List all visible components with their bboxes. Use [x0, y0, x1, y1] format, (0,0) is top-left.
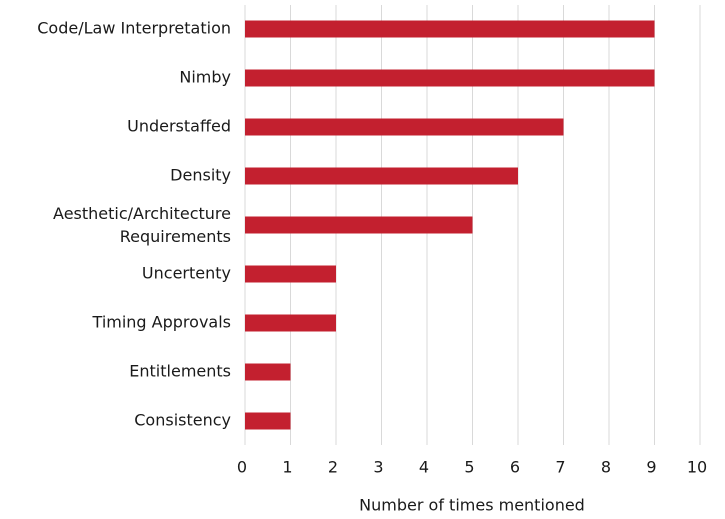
bar — [245, 363, 291, 381]
x-axis-label: Number of times mentioned — [359, 496, 585, 515]
x-tick-label: 8 — [601, 458, 611, 477]
y-tick-label: Understaffed — [127, 117, 231, 136]
bar — [245, 69, 655, 87]
x-tick-label: 6 — [510, 458, 520, 477]
x-tick-label: 0 — [237, 458, 247, 477]
x-tick-label: 10 — [687, 458, 707, 477]
x-tick-label: 5 — [464, 458, 474, 477]
y-tick-label: Uncertenty — [142, 264, 231, 283]
x-tick-label: 9 — [646, 458, 656, 477]
bar — [245, 216, 473, 234]
y-tick-label: Consistency — [134, 411, 231, 430]
bar — [245, 412, 291, 430]
bar — [245, 314, 336, 332]
bar — [245, 167, 518, 185]
y-tick-label: Nimby — [179, 68, 231, 87]
x-tick-label: 3 — [373, 458, 383, 477]
x-tick-label: 4 — [419, 458, 429, 477]
y-tick-label: Aesthetic/Architecture Requirements — [53, 204, 231, 246]
x-tick-label: 2 — [328, 458, 338, 477]
bar — [245, 118, 564, 136]
y-tick-label: Entitlements — [129, 362, 231, 381]
y-tick-label: Density — [170, 166, 231, 185]
y-tick-label: Timing Approvals — [92, 313, 231, 332]
y-tick-label: Code/Law Interpretation — [37, 19, 231, 38]
bar — [245, 265, 336, 283]
bar — [245, 20, 655, 38]
x-tick-label: 7 — [555, 458, 565, 477]
x-tick-label: 1 — [282, 458, 292, 477]
